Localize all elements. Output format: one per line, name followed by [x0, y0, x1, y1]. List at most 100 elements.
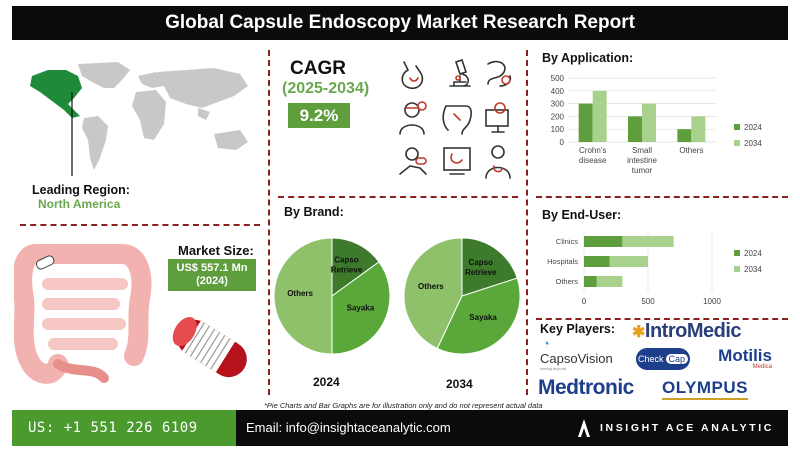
medtronic-logo: Medtronic [538, 376, 634, 399]
disclaimer-note: *Pie Charts and Bar Graphs are for illus… [264, 401, 543, 410]
pie-slice [331, 261, 391, 355]
divider-right [526, 50, 528, 395]
pie-label: Capso Retrieve [331, 256, 363, 275]
intromedic-name: IntroMedic [644, 320, 742, 342]
cagr-label: CAGR [290, 58, 346, 79]
legend-label: 2024 [744, 123, 762, 132]
key-players-title: Key Players: [540, 322, 616, 336]
footer-phone[interactable]: US: +1 551 226 6109 [28, 420, 198, 436]
pie-label: Others [287, 289, 313, 298]
checkcap-logo: Check Cap [636, 348, 690, 370]
x-tick-line: Crohn's [579, 146, 606, 155]
leading-region-label: Leading Region: [32, 183, 130, 197]
bar [691, 116, 706, 142]
pie-label: Others [418, 282, 444, 291]
y-tick-label: 0 [560, 138, 565, 147]
colon-icon [442, 105, 472, 135]
legend-label: 2024 [744, 249, 762, 258]
pie-label-line: Retrieve [331, 266, 363, 275]
x-tick-line: intestine [627, 156, 657, 165]
pie-label: Sayaka [469, 313, 497, 322]
intestine-illustration-icon [14, 244, 152, 384]
olympus-logo: OLYMPUS [662, 378, 749, 400]
pie-slice [273, 237, 333, 355]
capsovision-logo: ◔ CapsoVision seeing beyond [540, 336, 613, 371]
divider-left-h [20, 224, 260, 226]
bar [592, 90, 607, 142]
medical-icon-grid [399, 58, 512, 179]
patient-icon [485, 145, 511, 179]
pie-label-line: Others [287, 289, 313, 298]
x-tick-line: Others [679, 146, 703, 155]
pie-slice [403, 237, 463, 350]
bar [642, 103, 656, 142]
legend-swatch [734, 140, 740, 146]
checkcap-name-b: Cap [665, 354, 689, 364]
motilis-name: Motilis [718, 346, 772, 365]
x-tick-line: disease [579, 156, 607, 165]
footer-phone-bar: US: +1 551 226 6109 [12, 410, 236, 446]
x-tick-label: 1000 [703, 297, 721, 306]
divider-left [268, 50, 270, 395]
y-tick-label: 100 [551, 125, 565, 134]
capsule-hand-icon [399, 147, 427, 175]
report-title-bar: Global Capsule Endoscopy Market Research… [12, 6, 788, 40]
intromedic-mark-icon: ✱ [632, 324, 645, 341]
microscope-icon [449, 58, 471, 87]
monitor-icon [485, 102, 509, 133]
divider-right-h [536, 196, 788, 198]
pie-chart-2034: Others Capso Retrieve Sayaka [403, 237, 521, 355]
x-tick-line: Small [632, 146, 652, 155]
intestine-icon [487, 60, 512, 87]
x-tick-label: 0 [582, 297, 587, 306]
bar [628, 116, 642, 142]
pie-label-line: Sayaka [469, 313, 497, 322]
bar [584, 276, 597, 287]
x-tick-line: tumor [632, 166, 653, 175]
pie-label-line: Capso [334, 256, 359, 265]
pie-label-line: Others [418, 282, 444, 291]
market-size-year: (2024) [196, 275, 228, 287]
market-size-value: US$ 557.1 Mn [176, 262, 248, 274]
pie-slice [331, 237, 380, 297]
checkcap-name-a: Check [637, 354, 664, 364]
x-tick-label: 500 [641, 297, 655, 306]
pie-label-line: Retrieve [465, 268, 497, 277]
bar [596, 276, 623, 287]
intromedic-logo: ✱IntroMedic [632, 320, 742, 343]
insight-ace-logo-icon [578, 419, 590, 437]
bar [578, 103, 593, 142]
legend-swatch [734, 250, 740, 256]
bar [622, 236, 674, 247]
cagr-value-badge: 9.2% [288, 103, 350, 128]
pie-label-line: Capso [469, 258, 494, 267]
footer-contact-bar: Email: info@insightaceanalytic.com INSIG… [236, 410, 788, 446]
bar [584, 236, 623, 247]
y-tick-label: Others [555, 277, 578, 286]
x-tick-label: Small intestine tumor [627, 146, 657, 175]
application-bar-chart: 0 100 200 300 400 500 Crohn's disease Small intes… [551, 74, 763, 175]
y-tick-label: 200 [551, 112, 565, 121]
world-map-icon [30, 62, 248, 176]
pie-year-2024: 2024 [313, 375, 340, 389]
screen-stomach-icon [443, 147, 471, 175]
pie-slice [461, 237, 518, 297]
report-title: Global Capsule Endoscopy Market Research… [165, 12, 635, 33]
legend-label: 2034 [744, 139, 762, 148]
application-title: By Application: [542, 51, 634, 65]
pie-label-line: Sayaka [347, 303, 375, 312]
pie-year-2034: 2034 [446, 377, 473, 391]
motilis-sub: Medica [752, 364, 772, 370]
end-user-title: By End-User: [542, 208, 622, 222]
cagr-value: 9.2% [299, 105, 339, 125]
bar [677, 129, 692, 142]
bar [609, 256, 648, 267]
legend-swatch [734, 124, 740, 130]
pie-label: Capso Retrieve [465, 258, 497, 277]
bar [584, 256, 610, 267]
brand-title: By Brand: [284, 205, 344, 219]
legend-swatch [734, 266, 740, 272]
divider-mid-h [278, 196, 518, 198]
footer-email[interactable]: Email: info@insightaceanalytic.com [246, 420, 451, 435]
